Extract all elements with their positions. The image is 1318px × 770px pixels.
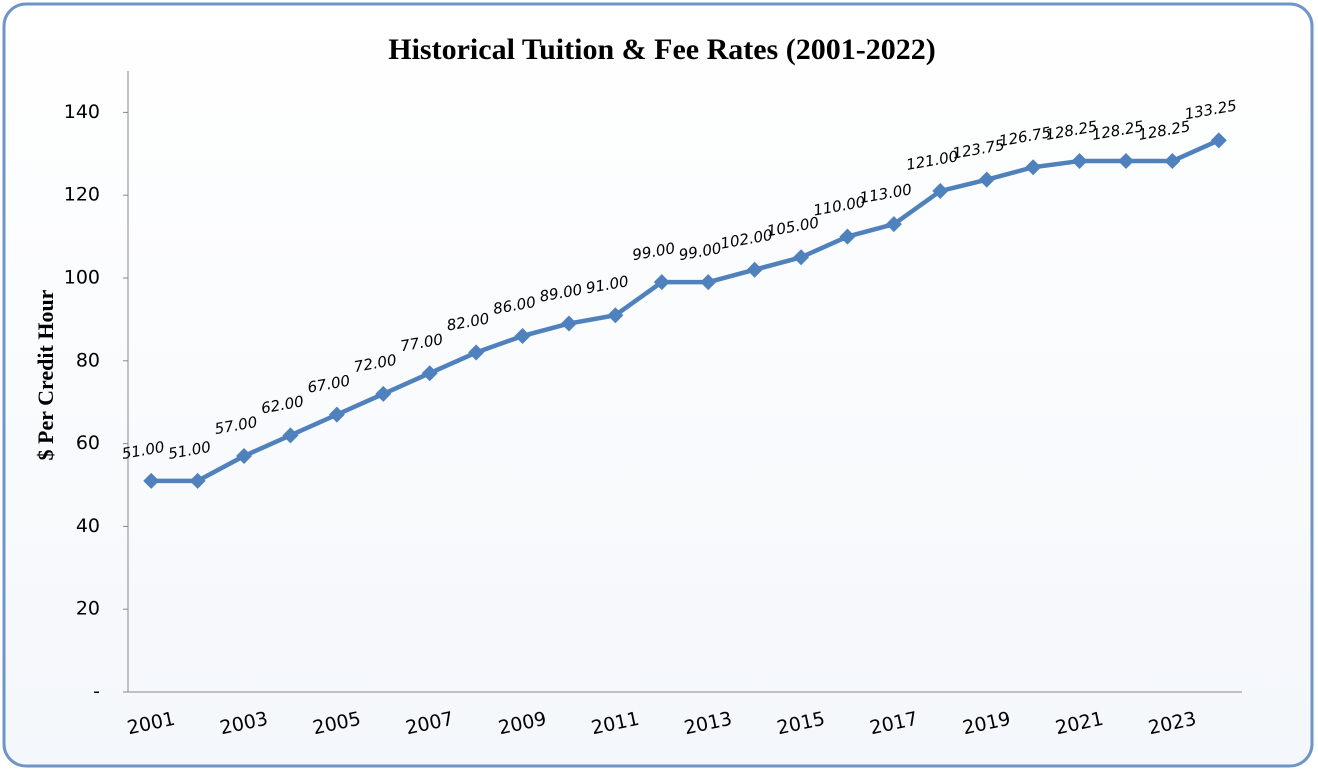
chart-title: Historical Tuition & Fee Rates (2001-202… [388, 33, 935, 66]
data-point [1025, 159, 1042, 176]
y-tick-label: 60 [76, 432, 100, 454]
data-point [282, 427, 299, 444]
data-point [839, 228, 856, 245]
series-line [151, 138, 1220, 484]
data-point [468, 344, 485, 361]
data-point [375, 385, 392, 402]
y-tick-label: 40 [76, 515, 100, 537]
data-point [653, 274, 670, 291]
data-point [793, 249, 810, 266]
data-point [885, 216, 902, 233]
data-point [607, 307, 624, 324]
data-point [560, 315, 577, 332]
y-tick-label: 80 [76, 349, 100, 371]
data-point [1071, 153, 1088, 170]
data-point [1210, 132, 1227, 149]
data-point [746, 261, 763, 278]
data-point [421, 365, 438, 382]
data-point [1164, 153, 1181, 170]
data-point [236, 448, 253, 465]
y-tick-label: 140 [64, 101, 100, 123]
y-tick-label: - [93, 681, 100, 703]
y-tick-label: 120 [64, 184, 100, 206]
data-point [328, 406, 345, 423]
data-point [143, 472, 160, 489]
data-point [1117, 153, 1134, 170]
data-point [514, 327, 531, 344]
y-tick-label: 100 [64, 267, 100, 289]
data-point [932, 183, 949, 200]
data-point [700, 274, 717, 291]
y-axis-label: $ Per Credit Hour [33, 289, 58, 460]
data-point [189, 472, 206, 489]
data-point [978, 171, 995, 188]
y-tick-label: 20 [76, 598, 100, 620]
